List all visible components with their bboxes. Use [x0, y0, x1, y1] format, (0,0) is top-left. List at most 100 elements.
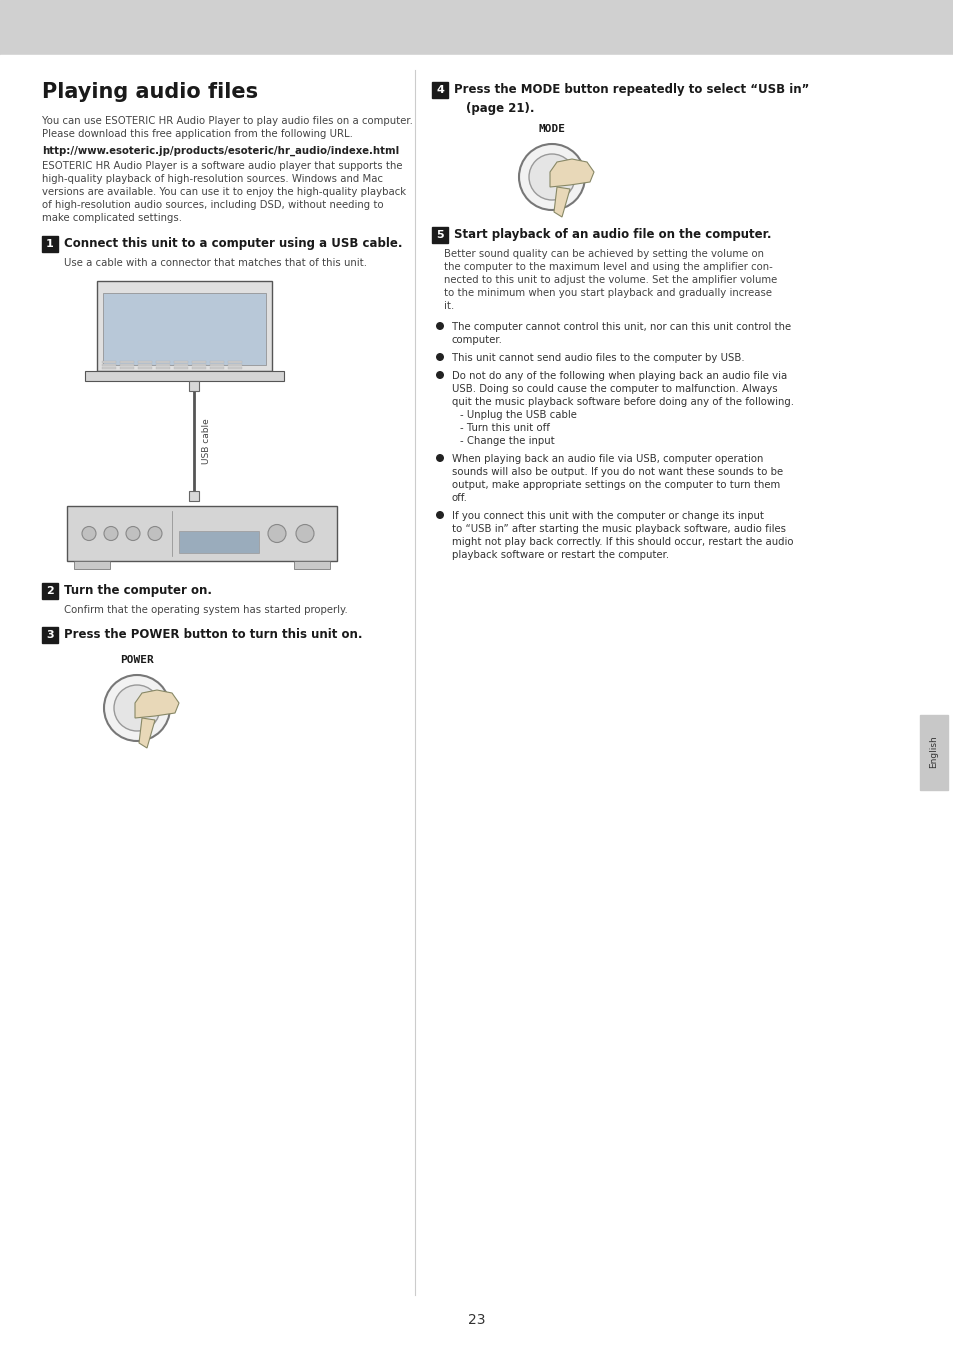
Text: - Turn this unit off: - Turn this unit off: [459, 423, 549, 433]
Text: Better sound quality can be achieved by setting the volume on: Better sound quality can be achieved by …: [443, 248, 763, 259]
Circle shape: [436, 352, 443, 360]
Bar: [189, 381, 199, 392]
Circle shape: [436, 454, 443, 462]
Bar: [67, 506, 336, 562]
Bar: [85, 371, 284, 381]
Bar: [97, 281, 272, 371]
Text: might not play back correctly. If this should occur, restart the audio: might not play back correctly. If this s…: [452, 537, 793, 547]
Text: POWER: POWER: [120, 655, 153, 666]
Bar: [102, 367, 116, 369]
Circle shape: [295, 525, 314, 543]
Circle shape: [518, 144, 584, 211]
Bar: [228, 364, 242, 366]
Polygon shape: [554, 188, 569, 217]
Text: This unit cannot send audio files to the computer by USB.: This unit cannot send audio files to the…: [452, 352, 744, 363]
Text: You can use ESOTERIC HR Audio Player to play audio files on a computer.: You can use ESOTERIC HR Audio Player to …: [42, 116, 413, 126]
Text: If you connect this unit with the computer or change its input: If you connect this unit with the comput…: [452, 512, 763, 521]
Bar: [120, 364, 133, 366]
Bar: [919, 716, 947, 790]
Text: Confirm that the operating system has started properly.: Confirm that the operating system has st…: [64, 605, 348, 616]
Circle shape: [148, 526, 162, 540]
Text: computer.: computer.: [452, 335, 502, 346]
Bar: [432, 227, 448, 243]
Text: 3: 3: [46, 630, 53, 640]
Circle shape: [268, 525, 286, 543]
Text: Do not do any of the following when playing back an audio file via: Do not do any of the following when play…: [452, 371, 786, 381]
Bar: [103, 293, 266, 364]
Bar: [42, 236, 58, 252]
Circle shape: [436, 512, 443, 518]
Bar: [156, 367, 170, 369]
Bar: [210, 367, 224, 369]
Text: Use a cable with a connector that matches that of this unit.: Use a cable with a connector that matche…: [64, 258, 367, 269]
Bar: [210, 360, 224, 363]
Text: Connect this unit to a computer using a USB cable.: Connect this unit to a computer using a …: [64, 238, 402, 250]
Bar: [192, 364, 206, 366]
Text: - Unplug the USB cable: - Unplug the USB cable: [459, 410, 577, 420]
Text: Press the POWER button to turn this unit on.: Press the POWER button to turn this unit…: [64, 628, 362, 641]
Circle shape: [126, 526, 140, 540]
Text: 1: 1: [46, 239, 53, 248]
Text: ESOTERIC HR Audio Player is a software audio player that supports the: ESOTERIC HR Audio Player is a software a…: [42, 161, 402, 171]
Circle shape: [436, 323, 443, 329]
Text: MODE: MODE: [537, 124, 565, 134]
Circle shape: [436, 371, 443, 379]
Bar: [102, 360, 116, 363]
Circle shape: [113, 684, 160, 730]
Bar: [0, 0, 953, 55]
Text: off.: off.: [452, 493, 467, 504]
Polygon shape: [550, 159, 594, 188]
Circle shape: [529, 154, 575, 200]
Bar: [192, 360, 206, 363]
Text: nected to this unit to adjust the volume. Set the amplifier volume: nected to this unit to adjust the volume…: [443, 275, 777, 285]
Bar: [192, 367, 206, 369]
Bar: [432, 82, 448, 99]
Bar: [120, 367, 133, 369]
Bar: [173, 364, 188, 366]
Bar: [189, 491, 199, 501]
Bar: [42, 583, 58, 599]
Text: 2: 2: [46, 586, 53, 595]
Text: - Change the input: - Change the input: [459, 436, 554, 446]
Text: to “USB in” after starting the music playback software, audio files: to “USB in” after starting the music pla…: [452, 524, 785, 535]
Text: English: English: [928, 736, 938, 768]
Text: sounds will also be output. If you do not want these sounds to be: sounds will also be output. If you do no…: [452, 467, 782, 477]
Text: Start playback of an audio file on the computer.: Start playback of an audio file on the c…: [454, 228, 771, 242]
Bar: [179, 531, 258, 554]
Bar: [173, 360, 188, 363]
Text: Turn the computer on.: Turn the computer on.: [64, 585, 212, 597]
Polygon shape: [139, 718, 154, 748]
Text: Playing audio files: Playing audio files: [42, 82, 258, 103]
Text: output, make appropriate settings on the computer to turn them: output, make appropriate settings on the…: [452, 481, 780, 490]
Text: 5: 5: [436, 230, 443, 240]
Polygon shape: [135, 690, 179, 718]
Text: USB cable: USB cable: [202, 418, 211, 464]
Text: of high-resolution audio sources, including DSD, without needing to: of high-resolution audio sources, includ…: [42, 200, 383, 211]
Bar: [74, 562, 110, 568]
Bar: [173, 367, 188, 369]
Text: it.: it.: [443, 301, 454, 310]
Text: Please download this free application from the following URL.: Please download this free application fr…: [42, 130, 353, 139]
Bar: [138, 364, 152, 366]
Circle shape: [104, 675, 170, 741]
Text: USB. Doing so could cause the computer to malfunction. Always: USB. Doing so could cause the computer t…: [452, 383, 777, 394]
Text: to the minimum when you start playback and gradually increase: to the minimum when you start playback a…: [443, 288, 771, 298]
Bar: [156, 364, 170, 366]
Bar: [138, 360, 152, 363]
Text: http://www.esoteric.jp/products/esoteric/hr_audio/indexe.html: http://www.esoteric.jp/products/esoteric…: [42, 146, 399, 157]
Text: playback software or restart the computer.: playback software or restart the compute…: [452, 549, 668, 560]
Text: high-quality playback of high-resolution sources. Windows and Mac: high-quality playback of high-resolution…: [42, 174, 382, 184]
Bar: [156, 360, 170, 363]
Text: When playing back an audio file via USB, computer operation: When playing back an audio file via USB,…: [452, 454, 762, 464]
Bar: [120, 360, 133, 363]
Bar: [102, 364, 116, 366]
Text: (page 21).: (page 21).: [465, 103, 534, 115]
Circle shape: [82, 526, 96, 540]
Text: 23: 23: [468, 1314, 485, 1327]
Bar: [42, 626, 58, 643]
Bar: [138, 367, 152, 369]
Bar: [228, 367, 242, 369]
Circle shape: [104, 526, 118, 540]
Bar: [294, 562, 330, 568]
Text: make complicated settings.: make complicated settings.: [42, 213, 182, 223]
